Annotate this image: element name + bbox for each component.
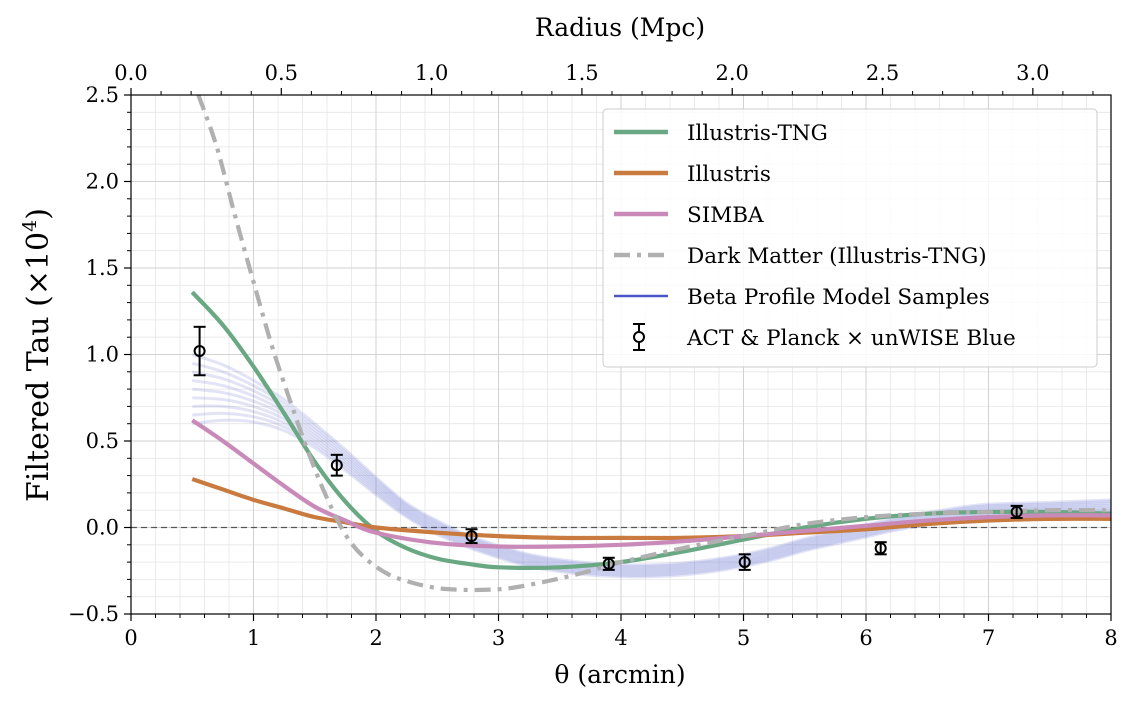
legend-label-dark-matter-illustris-tng-: Dark Matter (Illustris-TNG) [687, 244, 987, 269]
y-axis-title: Filtered Tau (×104) [19, 208, 56, 502]
data-point [738, 556, 751, 569]
x2-tick-label: 0.0 [114, 61, 147, 85]
y-tick-label: −0.5 [68, 602, 119, 626]
series-lines [190, 95, 1111, 593]
x2-tick-label: 3.0 [1016, 61, 1049, 85]
data-point [1010, 505, 1023, 518]
legend-label-simba: SIMBA [687, 203, 764, 228]
x-tick-label: 3 [492, 626, 505, 650]
data-point [330, 459, 343, 472]
x-tick-label: 1 [247, 626, 260, 650]
x2-tick-label: 2.5 [866, 61, 899, 85]
series-line-simba [191, 418, 1111, 549]
y-tick-label: 0.5 [86, 429, 119, 453]
data-point [602, 557, 615, 570]
x2-axis-title: Radius (Mpc) [535, 13, 705, 42]
axis-ticks: 0 1 2 3 4 5 6 7 8−0.50.00.51.01.52.02.50.0 0.5 1.0… [68, 61, 1118, 650]
x-tick-label: 4 [614, 626, 627, 650]
data-point [465, 530, 478, 543]
legend-marker-icon [633, 331, 645, 343]
x-tick-label: 0 [124, 626, 137, 650]
x-tick-label: 6 [859, 626, 872, 650]
y-axis-title-times: ×10 [21, 232, 56, 295]
y-tick-label: 0.0 [86, 516, 119, 540]
x-axis-title: θ (arcmin) [554, 660, 685, 689]
x2-tick-label: 1.0 [415, 61, 448, 85]
model-sample-line [191, 361, 1111, 568]
x2-tick-label: 2.0 [716, 61, 749, 85]
y-tick-label: 2.5 [86, 83, 119, 107]
legend: Illustris-TNG Illustris SIMBA Dark Matter (… [602, 108, 1098, 368]
y-axis-title-main: Filtered Tau ( [21, 295, 56, 502]
x-tick-label: 5 [737, 626, 750, 650]
x2-tick-label: 0.5 [265, 61, 298, 85]
x-tick-label: 2 [369, 626, 382, 650]
y-tick-label: 1.5 [86, 256, 119, 280]
y-axis-title-exp: 4 [19, 220, 41, 232]
legend-label-illustris-tng: Illustris-TNG [687, 121, 828, 146]
model-sample-line [191, 370, 1111, 570]
legend-box [602, 108, 1098, 368]
y-axis-title-close: ) [21, 208, 56, 220]
data-point [193, 345, 206, 358]
data-point [874, 542, 887, 555]
x2-tick-label: 1.5 [565, 61, 598, 85]
series-line-illustris [191, 477, 1111, 541]
series-line-dark-matter-illustris-tng- [196, 95, 1111, 593]
legend-label-beta-profile-model-samples: Beta Profile Model Samples [687, 285, 990, 310]
x-tick-label: 7 [982, 626, 995, 650]
legend-label-act-planck-unwise-blue: ACT & Planck × unWISE Blue [686, 326, 1016, 351]
data-points [193, 325, 1023, 571]
x-tick-label: 8 [1104, 626, 1117, 650]
y-tick-label: 2.0 [86, 170, 119, 194]
legend-label-illustris: Illustris [687, 162, 771, 187]
y-tick-label: 1.0 [86, 343, 119, 367]
